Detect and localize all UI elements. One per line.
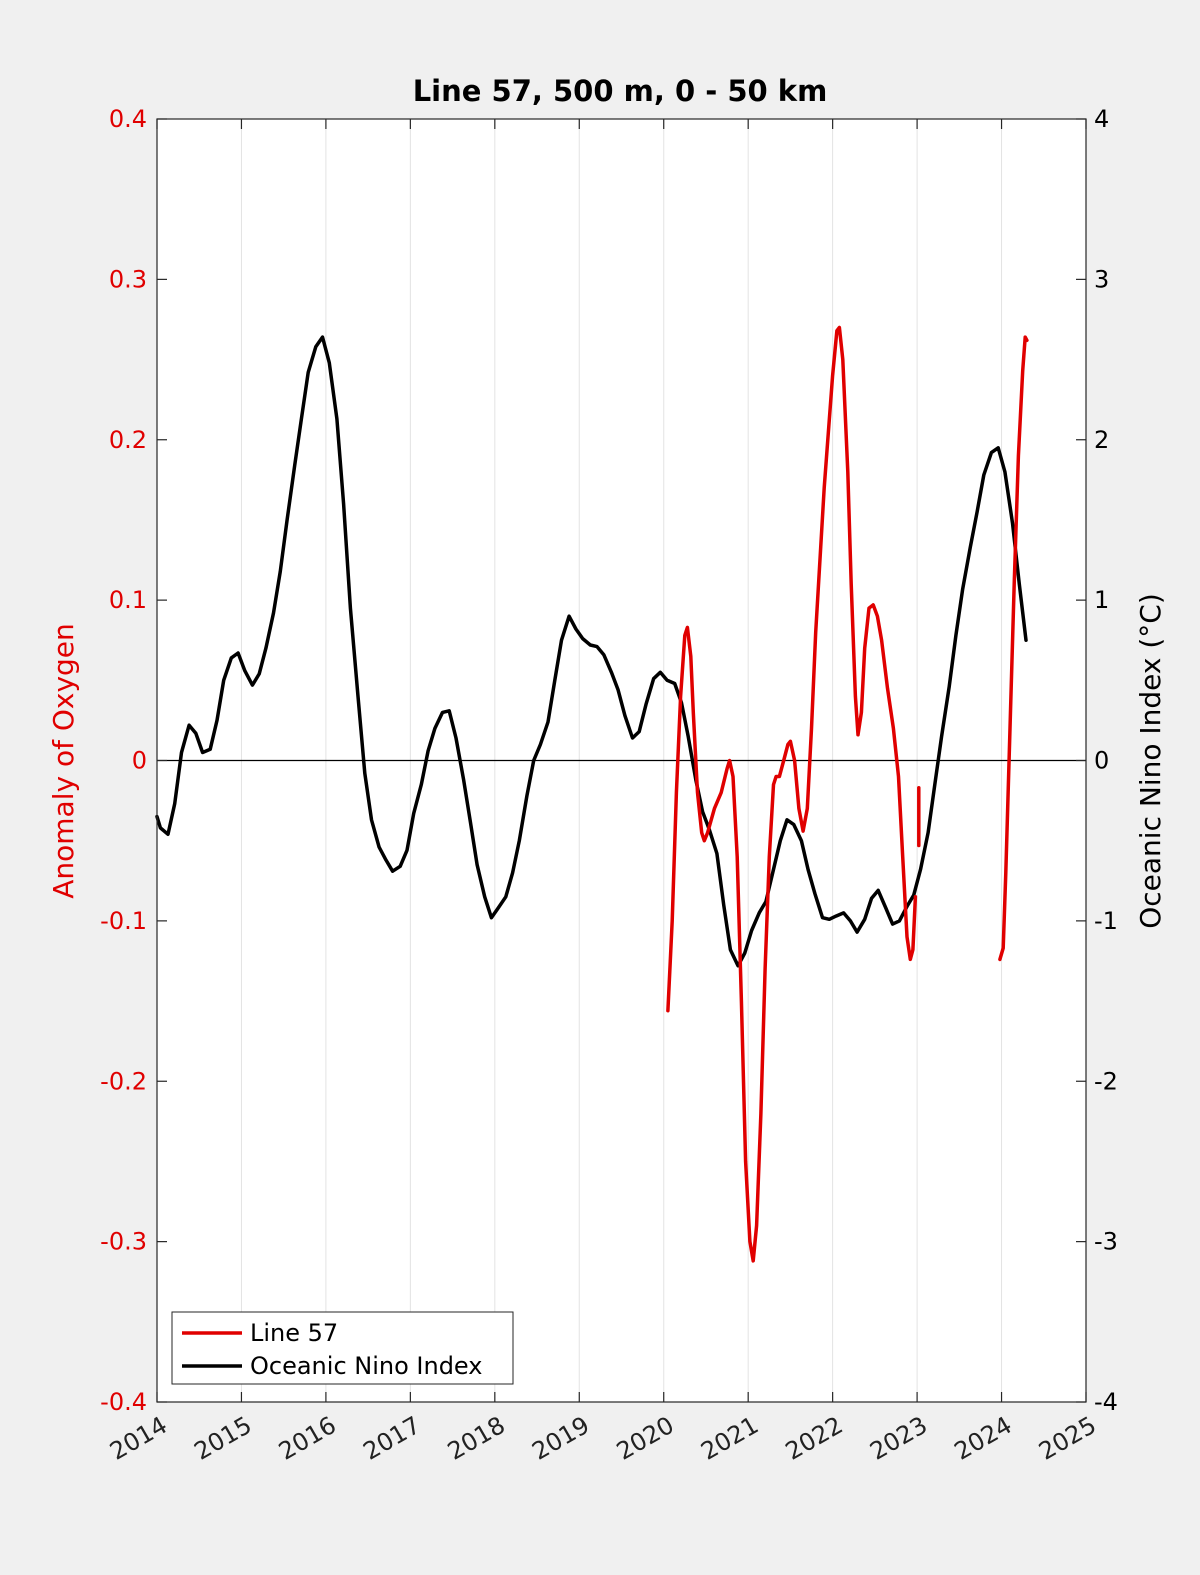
line57-series-segment [998,335,1029,962]
x-tick-label: 2017 [358,1411,425,1466]
y-right-tick-label: -1 [1094,907,1118,935]
y-left-tick-label: -0.2 [100,1067,147,1095]
axes: 2014 2015 2016 2017 2018 2019 2020 2021 2022 2023… [100,105,1118,1466]
y-left-tick-label: 0.2 [109,426,147,454]
y-right-tick-label: -3 [1094,1228,1118,1256]
legend: Line 57 Oceanic Nino Index [171,1311,514,1385]
y-left-tick-label: -0.1 [100,907,147,935]
y-left-tick-label: 0.3 [109,265,147,293]
x-tick-label: 2016 [274,1411,341,1466]
right-axis-label: Oceanic Nino Index (°C) [1134,593,1167,929]
y-right-tick-label: 0 [1094,747,1109,775]
y-left-tick-label: -0.4 [100,1388,147,1416]
x-tick-label: 2015 [190,1411,257,1466]
x-tick-label: 2022 [781,1411,848,1466]
x-tick-label: 2021 [696,1411,763,1466]
legend-line57-label: Line 57 [250,1319,338,1347]
legend-box [171,1311,514,1385]
x-tick-label: 2024 [950,1411,1017,1466]
y-right-tick-label: 3 [1094,265,1109,293]
y-right-tick-label: 1 [1094,586,1109,614]
line57-series-segment [666,325,918,1263]
y-right-tick-label: -4 [1094,1388,1118,1416]
legend-oni-label: Oceanic Nino Index [250,1352,482,1380]
x-tick-label: 2023 [865,1411,932,1466]
y-left-tick-label: 0 [132,747,147,775]
left-axis-label: Anomaly of Oxygen [47,623,80,899]
y-right-tick-label: 4 [1094,105,1109,133]
y-left-tick-label: -0.3 [100,1228,147,1256]
oni-series-line [155,335,1028,968]
y-right-tick-label: -2 [1094,1067,1118,1095]
y-left-tick-label: 0.4 [109,105,147,133]
y-right-tick-label: 2 [1094,426,1109,454]
x-tick-label: 2020 [612,1411,679,1466]
series-layer [155,325,1029,1263]
x-tick-label: 2014 [105,1411,172,1466]
x-tick-label: 2019 [527,1411,594,1466]
y-left-tick-label: 0.1 [109,586,147,614]
x-tick-label: 2025 [1034,1411,1101,1466]
chart-title: Line 57, 500 m, 0 - 50 km [413,74,828,108]
x-tick-label: 2018 [443,1411,510,1466]
